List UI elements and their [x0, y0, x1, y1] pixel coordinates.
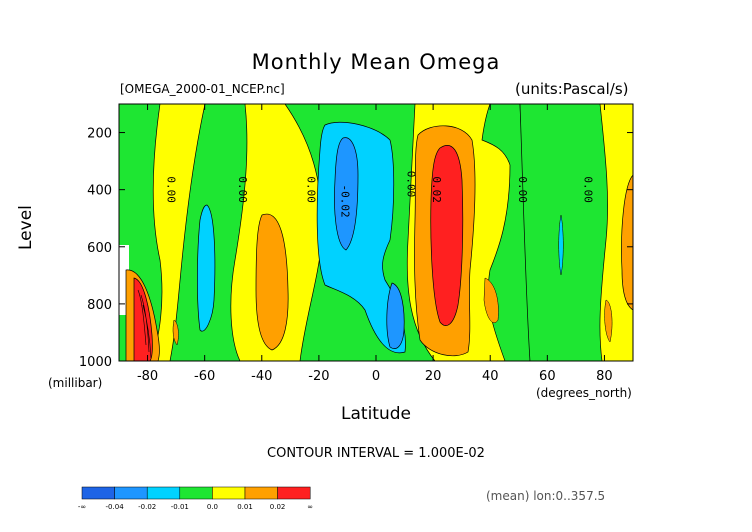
- orange-region-sh-mid: [255, 213, 289, 351]
- colorbar-swatch: [146, 486, 181, 500]
- x-tick-label: 0: [372, 369, 380, 384]
- contour-label: 0.00: [236, 176, 249, 203]
- cyan-sliver-nh: [558, 214, 564, 276]
- green-band-nh-high: [519, 104, 608, 361]
- orange-region-polar-nh: [621, 174, 633, 311]
- units-label: (units:Pascal/s): [515, 80, 629, 98]
- x-tick-label: -40: [251, 369, 272, 384]
- colorbar-swatch: [277, 486, 311, 500]
- contour-label: 0.00: [165, 176, 178, 203]
- x-axis-unit: (degrees_north): [536, 386, 632, 400]
- colorbar-swatch: [81, 486, 115, 500]
- missing-data-patch: [119, 245, 129, 315]
- cyan-region-sh-mid: [197, 204, 216, 332]
- orange-sliver-nh-high: [604, 299, 613, 343]
- colorbar-label: 0.02: [270, 503, 286, 511]
- colorbar: -∞ -0.04 -0.02 -0.01 0.0 0.01 0.02 ∞: [78, 486, 313, 511]
- colorbar-label: 0.01: [237, 503, 253, 511]
- y-axis-unit: (millibar): [48, 376, 103, 390]
- colorbar-swatch: [244, 486, 278, 500]
- red-region-sh-polar: [133, 277, 153, 361]
- blue-region-equatorial: [334, 137, 359, 251]
- x-axis-label: Latitude: [341, 404, 411, 424]
- chart-title: Monthly Mean Omega: [251, 50, 501, 74]
- colorbar-label: -0.04: [106, 503, 125, 511]
- colorbar-label: -∞: [78, 503, 86, 511]
- axis-ticks: -80 -60 -40 -20 0 20 40 60 80 200 400 600 800 1000: [79, 104, 633, 384]
- y-tick-label: 600: [87, 241, 112, 256]
- x-tick-label: 80: [596, 369, 613, 384]
- mean-note: (mean) lon:0..357.5: [486, 489, 606, 503]
- contour-interval-text: CONTOUR INTERVAL = 1.000E-02: [267, 446, 485, 461]
- x-tick-label: 40: [482, 369, 499, 384]
- colorbar-label: -0.01: [171, 503, 189, 511]
- contour-label: 0.00: [581, 176, 594, 203]
- colorbar-swatch: [212, 486, 246, 500]
- y-tick-label: 800: [87, 298, 112, 313]
- colorbar-label: ∞: [307, 503, 313, 511]
- contour-label: -0.02: [339, 185, 352, 218]
- x-tick-label: -60: [194, 369, 215, 384]
- contour-label: 0.00: [404, 171, 417, 198]
- colorbar-label: -0.02: [138, 503, 156, 511]
- colorbar-label: 0.0: [207, 503, 218, 511]
- orange-sliver-nh-low: [483, 277, 499, 324]
- blue-region-lower: [386, 282, 405, 349]
- x-tick-label: -80: [137, 369, 158, 384]
- y-tick-label: 1000: [79, 355, 112, 370]
- dark-red-cluster-sh-polar: [137, 289, 152, 359]
- red-region-nh-subtropic: [430, 145, 464, 326]
- y-tick-label: 400: [87, 184, 112, 199]
- x-tick-label: -20: [308, 369, 329, 384]
- contour-field: [119, 104, 633, 361]
- orange-sliver-sh: [172, 319, 179, 346]
- contour-labels: 0.00 0.00 0.00 -0.02 0.00 0.02 0.00 0.00: [165, 171, 595, 218]
- file-label: [OMEGA_2000-01_NCEP.nc]: [120, 82, 285, 96]
- y-tick-label: 200: [87, 127, 112, 142]
- colorbar-swatch: [179, 486, 213, 500]
- contour-label: 0.02: [430, 176, 443, 203]
- contour-label: 0.00: [304, 176, 317, 203]
- x-tick-label: 20: [425, 369, 442, 384]
- x-tick-label: 60: [539, 369, 556, 384]
- colorbar-swatch: [114, 486, 148, 500]
- contour-label: 0.00: [516, 176, 529, 203]
